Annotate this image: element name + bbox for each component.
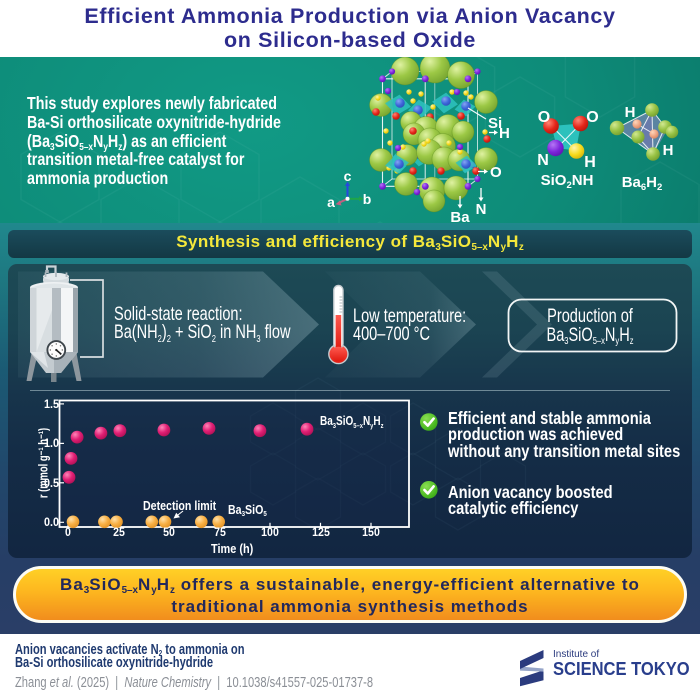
svg-text:N: N bbox=[537, 152, 549, 169]
svg-text:c: c bbox=[344, 168, 352, 184]
svg-text:O: O bbox=[490, 164, 502, 181]
svg-text:H: H bbox=[663, 142, 674, 159]
svg-text:SiO2NH: SiO2NH bbox=[541, 172, 594, 191]
svg-text:O: O bbox=[538, 109, 550, 126]
svg-text:H: H bbox=[499, 125, 510, 142]
svg-text:b: b bbox=[363, 191, 372, 207]
svg-text:N: N bbox=[476, 201, 487, 218]
svg-text:Ba: Ba bbox=[450, 209, 470, 223]
svg-text:H: H bbox=[584, 154, 596, 171]
svg-text:H: H bbox=[625, 104, 636, 121]
svg-text:O: O bbox=[586, 109, 598, 126]
svg-text:a: a bbox=[327, 194, 335, 210]
svg-text:Si: Si bbox=[488, 115, 502, 132]
svg-text:Ba6H2: Ba6H2 bbox=[622, 174, 663, 193]
